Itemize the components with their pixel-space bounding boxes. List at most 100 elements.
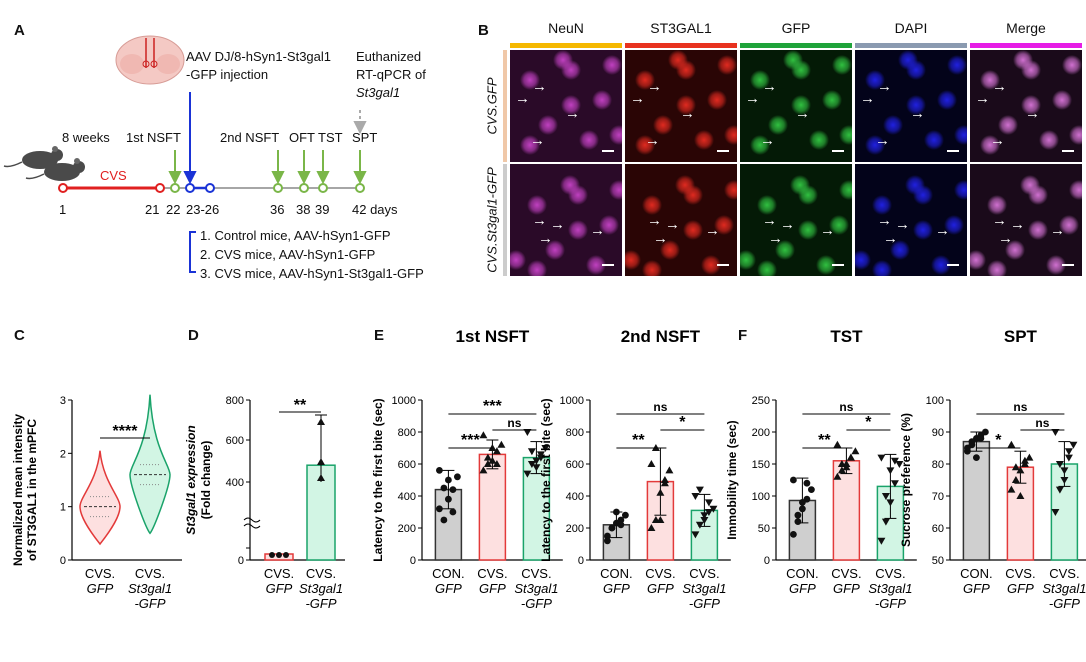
day-42: 42 days xyxy=(352,202,398,217)
micrograph-tile: → → → → xyxy=(970,50,1082,162)
category-label: CVS. xyxy=(1005,566,1035,581)
data-point xyxy=(317,458,325,465)
data-point xyxy=(454,473,461,481)
day-38: 38 xyxy=(296,202,311,217)
arrow-icon: → xyxy=(665,216,680,233)
y-axis-label: St3gal1 expression xyxy=(184,425,198,534)
arrow-icon: → xyxy=(530,132,545,149)
y-tick-label: 2 xyxy=(60,448,66,460)
data-point xyxy=(700,512,709,520)
scale-bar xyxy=(717,150,729,152)
data-point xyxy=(709,505,718,513)
data-point xyxy=(479,431,488,439)
scale-bar xyxy=(602,150,614,152)
data-point xyxy=(695,521,704,529)
data-point xyxy=(1060,477,1069,484)
category-label: GFP xyxy=(479,581,506,596)
sig-label: ** xyxy=(818,432,831,449)
day-1: 1 xyxy=(59,202,67,217)
category-label: GFP xyxy=(266,581,293,596)
category-label: CVS. xyxy=(85,566,115,581)
day-22: 22 xyxy=(166,202,181,217)
category-label: St3gal1 xyxy=(299,581,343,596)
data-point xyxy=(977,435,985,442)
data-point xyxy=(483,460,492,467)
data-point xyxy=(536,454,545,462)
scale-bar xyxy=(947,264,959,266)
y-tick-label: 0 xyxy=(60,555,66,567)
y-tick-label: 100 xyxy=(926,395,944,407)
category-label: GFP xyxy=(435,581,462,596)
y-tick-label: 0 xyxy=(764,555,770,567)
day-39: 39 xyxy=(315,202,330,217)
data-point xyxy=(436,505,443,513)
arrow-icon: → xyxy=(992,212,1007,229)
y-tick-label: 150 xyxy=(752,459,770,471)
arrow-icon: → xyxy=(653,230,668,247)
row-label-0: CVS.GFP xyxy=(484,77,500,135)
arrow-icon: → xyxy=(630,90,645,107)
axis-break xyxy=(243,517,261,529)
y-tick-label: 0 xyxy=(238,555,244,567)
micrograph-tile: → → → → xyxy=(625,164,737,276)
y-tick-label: 200 xyxy=(752,427,770,439)
micrograph-tile: → → → → xyxy=(510,50,622,162)
arrow-icon: → xyxy=(680,105,695,122)
y-axis-label: Sucrose preference (%) xyxy=(899,413,913,547)
category-label: St3gal1 xyxy=(514,581,558,596)
data-point xyxy=(851,447,860,455)
sig-label: ns xyxy=(507,416,521,430)
chart-title: SPT xyxy=(1004,327,1038,346)
y-axis-label: Latency to the first bite (sec) xyxy=(371,398,385,561)
data-point xyxy=(440,516,448,524)
micrograph-tile: → → → → xyxy=(740,164,852,276)
scale-bar xyxy=(947,150,959,152)
chart-title: 1st NSFT xyxy=(456,327,530,346)
data-point xyxy=(660,476,669,483)
category-label: CON. xyxy=(786,566,819,581)
data-point xyxy=(964,444,971,452)
data-point xyxy=(886,499,895,507)
sig-label: ns xyxy=(839,400,853,414)
y-tick-label: 0 xyxy=(410,555,416,567)
mouse-icon xyxy=(3,146,85,181)
category-label: St3gal1 xyxy=(868,581,912,596)
y-axis-label: Normalized mean intensity xyxy=(11,414,25,566)
channel-color-bar xyxy=(740,43,852,48)
chart-area: 0 1 2 3 Normalized mean intensity of ST3GAL1 … xyxy=(11,327,1086,611)
arrow-icon: → xyxy=(745,90,760,107)
data-point xyxy=(704,499,713,507)
data-point xyxy=(440,484,448,492)
arrow-icon: → xyxy=(762,78,777,95)
arrow-icon: → xyxy=(877,78,892,95)
data-point xyxy=(1011,463,1020,471)
category-label: CVS. xyxy=(1049,566,1079,581)
arrow-icon: → xyxy=(515,90,530,107)
sig-label: ns xyxy=(1013,400,1027,414)
y-tick-label: 600 xyxy=(398,459,416,471)
data-point xyxy=(1025,453,1034,461)
channel-color-bar xyxy=(510,43,622,48)
bar-1 xyxy=(306,464,336,561)
category-label: CVS. xyxy=(477,566,507,581)
y-axis-label: (Fold change) xyxy=(199,441,213,520)
sig-label: * xyxy=(679,414,686,431)
data-point xyxy=(647,460,656,467)
data-point xyxy=(523,470,532,478)
category-label: -GFP xyxy=(134,596,165,611)
data-point xyxy=(691,531,700,539)
channel-color-bar xyxy=(625,43,737,48)
y-tick-label: 1 xyxy=(60,502,66,514)
data-point xyxy=(837,466,846,474)
data-point xyxy=(1007,440,1016,448)
data-point xyxy=(890,480,899,488)
sig-label: *** xyxy=(461,432,480,449)
category-label: -GFP xyxy=(689,596,720,611)
arrow-icon: → xyxy=(780,216,795,233)
scale-bar xyxy=(1062,150,1074,152)
y-axis-label: Immobility time (sec) xyxy=(725,420,739,539)
data-point xyxy=(808,486,815,493)
oft-label: OFT xyxy=(289,130,315,145)
violin-1 xyxy=(129,394,171,535)
chart-title: 2nd NSFT xyxy=(621,327,701,346)
